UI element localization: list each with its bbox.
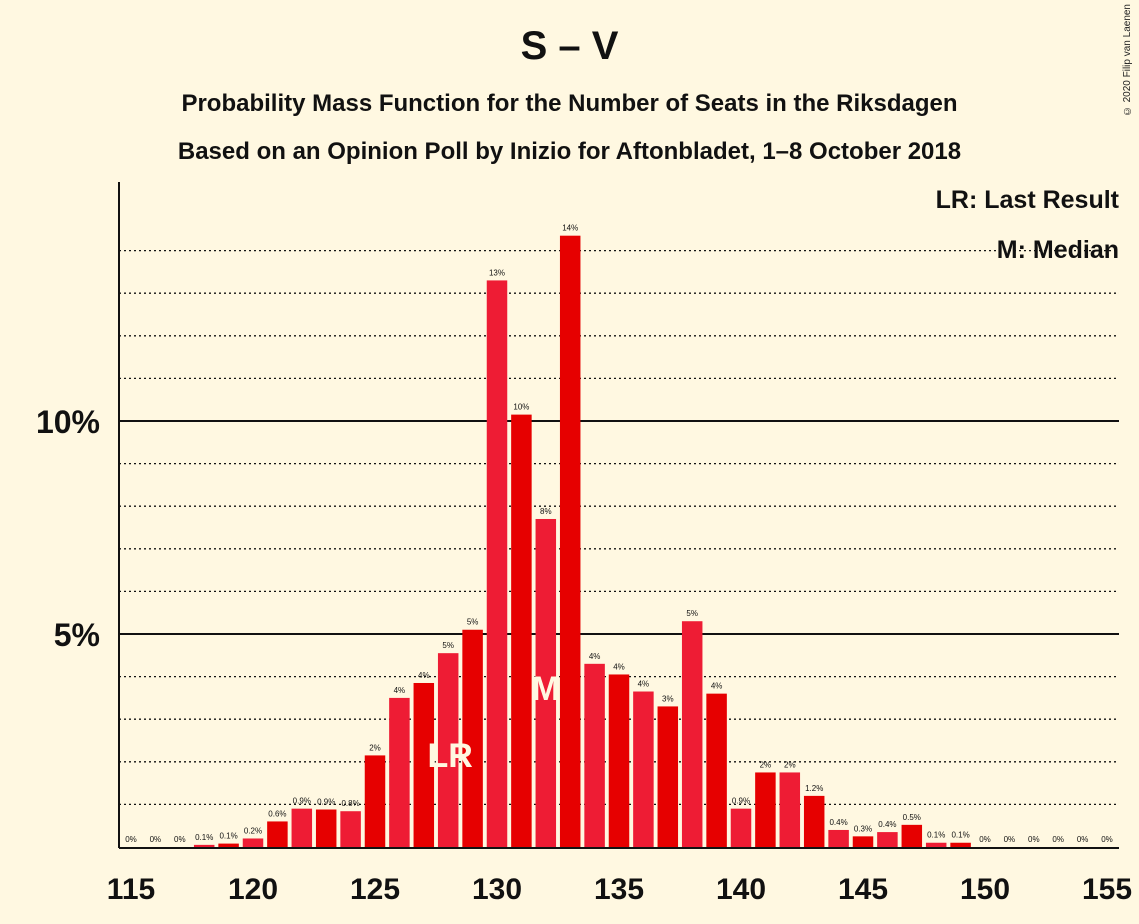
data-label-147: 0.5% [903, 813, 921, 822]
data-label-143: 1.2% [805, 784, 823, 793]
data-label-135: 4% [613, 662, 625, 671]
bar-124 [340, 811, 361, 847]
x-tick-label: 115 [107, 873, 155, 906]
chart-subtitle-2: Based on an Opinion Poll by Inizio for A… [177, 138, 962, 165]
bar-127 [413, 682, 435, 847]
bar-139 [706, 693, 727, 847]
data-label-149: 0.1% [951, 831, 969, 840]
bar-128 [437, 653, 459, 847]
data-label-122: 0.9% [293, 797, 311, 806]
bar-142 [779, 772, 801, 847]
last-result-marker: LR [428, 737, 473, 775]
marker-labels: LR M [428, 670, 560, 775]
bar-122 [291, 808, 313, 847]
x-tick-label: 130 [472, 873, 522, 906]
data-label-120: 0.2% [244, 826, 262, 835]
median-marker: M [532, 670, 560, 708]
bar-145 [852, 836, 874, 847]
x-tick-label: 135 [594, 873, 644, 906]
bar-138 [681, 621, 703, 847]
bar-129 [462, 629, 483, 847]
data-label-141: 2% [760, 760, 772, 769]
x-tick-label: 125 [350, 873, 400, 906]
bar-147 [901, 824, 923, 847]
data-label-150: 0% [979, 835, 991, 844]
data-label-136: 4% [638, 680, 650, 689]
data-label-154: 0% [1077, 835, 1089, 844]
data-label-132: 8% [540, 507, 552, 516]
x-tick-label: 145 [838, 873, 888, 906]
data-label-140: 0.9% [732, 797, 750, 806]
chart-subtitle-1: Probability Mass Function for the Number… [181, 90, 958, 117]
bar-118 [193, 844, 215, 847]
data-label-117: 0% [174, 835, 186, 844]
data-label-139: 4% [711, 682, 723, 691]
y-tick-label: 10% [36, 404, 100, 440]
data-label-127: 4% [418, 671, 430, 680]
legend-median: M: Median [996, 236, 1119, 264]
bar-131 [511, 414, 532, 847]
y-axis-ticks: 5% 10% [36, 404, 100, 653]
bar-133 [559, 235, 581, 847]
x-tick-label: 140 [716, 873, 766, 906]
bar-125 [364, 755, 386, 847]
data-label-126: 4% [394, 686, 406, 695]
data-label-148: 0.1% [927, 831, 945, 840]
bars [193, 235, 971, 847]
x-axis-ticks: 115 120 125 130 135 140 145 150 155 [107, 873, 1132, 906]
data-label-121: 0.6% [268, 809, 286, 818]
data-label-137: 3% [662, 694, 674, 703]
data-label-138: 5% [686, 609, 698, 618]
bar-130 [486, 280, 508, 847]
legend-last-result: LR: Last Result [935, 186, 1119, 214]
data-label-130: 13% [489, 268, 505, 277]
data-label-116: 0% [150, 835, 162, 844]
bar-146 [877, 832, 898, 847]
bar-121 [267, 821, 288, 847]
data-label-125: 2% [369, 743, 381, 752]
bar-149 [950, 842, 971, 847]
y-tick-label: 5% [54, 617, 100, 653]
data-label-133: 14% [562, 224, 578, 233]
data-label-144: 0.4% [829, 818, 847, 827]
data-label-123: 0.9% [317, 798, 335, 807]
data-label-152: 0% [1028, 835, 1040, 844]
bar-119 [218, 843, 239, 847]
data-label-151: 0% [1004, 835, 1016, 844]
bar-141 [755, 772, 776, 847]
x-tick-label: 120 [228, 873, 278, 906]
bar-144 [828, 829, 849, 847]
data-label-119: 0.1% [219, 832, 237, 841]
chart-title: S – V [520, 24, 619, 68]
bar-132 [535, 518, 557, 847]
bar-143 [803, 795, 825, 847]
data-label-146: 0.4% [878, 820, 896, 829]
bar-140 [730, 808, 752, 847]
data-label-124: 0.8% [341, 799, 359, 808]
data-label-134: 4% [589, 652, 601, 661]
data-label-129: 5% [467, 618, 479, 627]
data-label-118: 0.1% [195, 833, 213, 842]
bar-120 [242, 838, 264, 847]
data-label-153: 0% [1052, 835, 1064, 844]
bar-126 [389, 697, 410, 847]
data-labels: 0% 0% 0% 0.1% 0.1% 0.2% 0.6% 0.9% 0.9% 0.8% 2% 4% 4%… [125, 224, 1113, 844]
data-label-131: 10% [513, 403, 529, 412]
data-label-155: 0% [1101, 835, 1113, 844]
x-tick-label: 155 [1082, 873, 1132, 906]
bar-123 [315, 809, 337, 847]
bar-148 [925, 842, 947, 847]
data-label-142: 2% [784, 760, 796, 769]
data-label-115: 0% [125, 835, 137, 844]
data-label-145: 0.3% [854, 824, 872, 833]
bar-137 [657, 706, 679, 847]
x-tick-label: 150 [960, 873, 1010, 906]
data-label-128: 5% [442, 641, 454, 650]
bar-136 [633, 691, 654, 847]
bar-135 [608, 674, 630, 847]
bar-134 [584, 663, 605, 847]
